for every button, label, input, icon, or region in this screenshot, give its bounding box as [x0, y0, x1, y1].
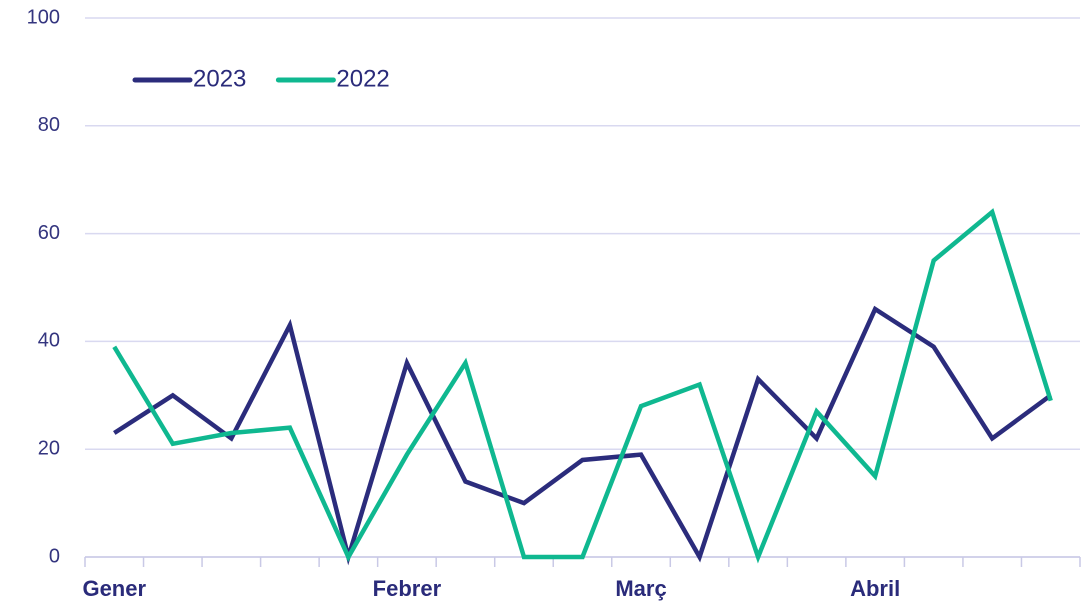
x-tick-label: Febrer: [373, 576, 442, 601]
x-tick-label: Gener: [82, 576, 146, 601]
y-tick-label: 20: [38, 437, 60, 459]
y-tick-label: 60: [38, 222, 60, 244]
y-tick-label: 80: [38, 114, 60, 136]
legend-label: 2022: [336, 65, 389, 92]
y-tick-label: 40: [38, 330, 60, 352]
series-line: [113, 305, 1053, 566]
x-tick-label: Abril: [850, 576, 900, 601]
series-line: [112, 208, 1053, 564]
y-tick-label: 0: [49, 545, 60, 567]
x-tick-label: Març: [615, 576, 666, 601]
legend-label: 2023: [193, 65, 246, 92]
y-tick-label: 100: [27, 6, 60, 28]
